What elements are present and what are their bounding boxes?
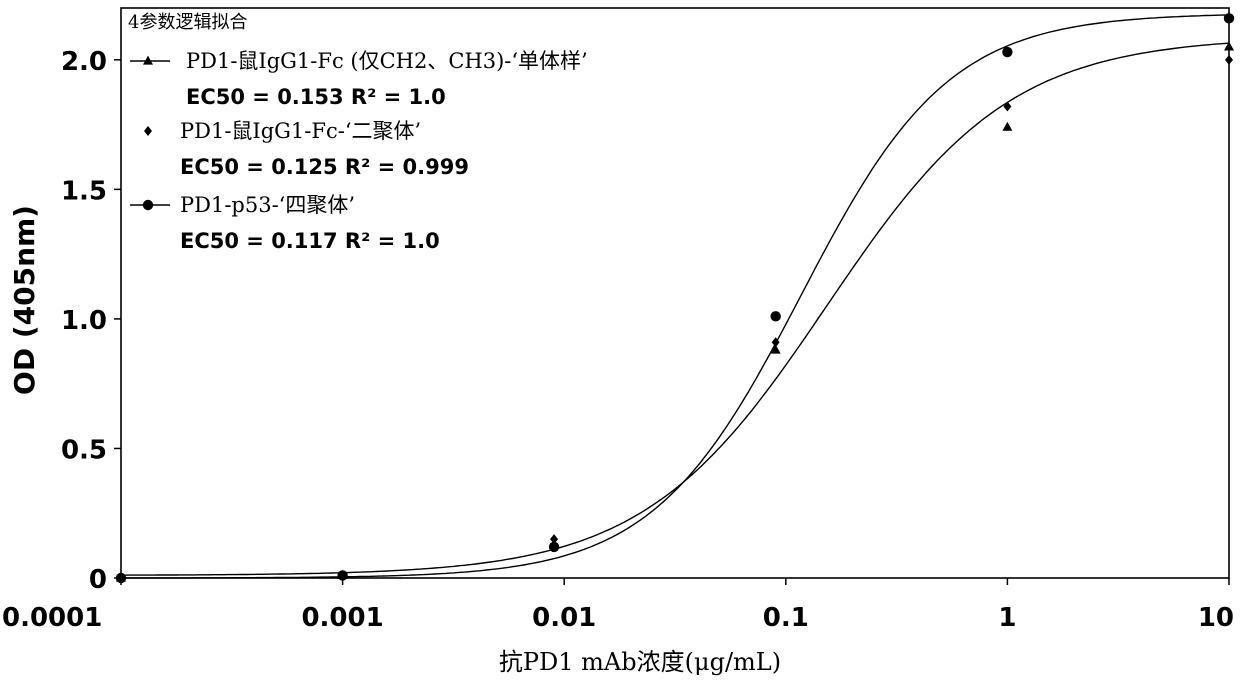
x-tick-label: 0.001 <box>301 603 383 633</box>
y-tick-label: 0.5 <box>61 435 107 465</box>
data-point-series-2 <box>549 542 559 552</box>
x-tick-label: 10 <box>1198 603 1234 633</box>
legend-title: 4参数逻辑拟合 <box>128 12 247 33</box>
y-tick-label: 1.0 <box>61 306 107 336</box>
data-point-series-2 <box>770 311 780 321</box>
legend-stat-series-0: EC50 = 0.153 R² = 1.0 <box>186 85 446 109</box>
legend-name-series-0: PD1-鼠IgG1-Fc (仅CH2、CH3)-‘单体样’ <box>186 49 588 73</box>
legend-stat-series-1: EC50 = 0.125 R² = 0.999 <box>180 155 469 179</box>
x-axis-label: 抗PD1 mAb浓度(μg/mL) <box>499 648 781 676</box>
legend-name-series-1: PD1-鼠IgG1-Fc-‘二聚体’ <box>180 119 421 143</box>
data-point-series-2 <box>1224 13 1234 23</box>
legend-marker-series-1 <box>144 126 152 136</box>
y-tick-label: 0 <box>89 565 107 595</box>
x-tick-label: 1 <box>998 603 1016 633</box>
x-tick-label: 0.1 <box>763 603 809 633</box>
data-point-series-2 <box>116 573 126 583</box>
data-point-series-2 <box>1002 47 1012 57</box>
x-tick-label: 0.01 <box>532 603 596 633</box>
data-point-series-1 <box>1225 55 1233 65</box>
legend-marker-series-0 <box>143 56 153 65</box>
y-tick-label: 2.0 <box>61 47 107 77</box>
data-point-series-0 <box>1002 122 1012 131</box>
y-axis-label: OD (405nm) <box>8 205 41 395</box>
legend-marker-series-2 <box>143 200 153 210</box>
legend-stat-series-2: EC50 = 0.117 R² = 1.0 <box>180 229 440 253</box>
y-tick-label: 1.5 <box>61 176 107 206</box>
data-point-series-1 <box>1003 101 1011 111</box>
data-point-series-2 <box>337 570 347 580</box>
legend-name-series-2: PD1-p53-‘四聚体’ <box>180 193 355 217</box>
x-tick-label: 0.0001 <box>2 603 102 633</box>
